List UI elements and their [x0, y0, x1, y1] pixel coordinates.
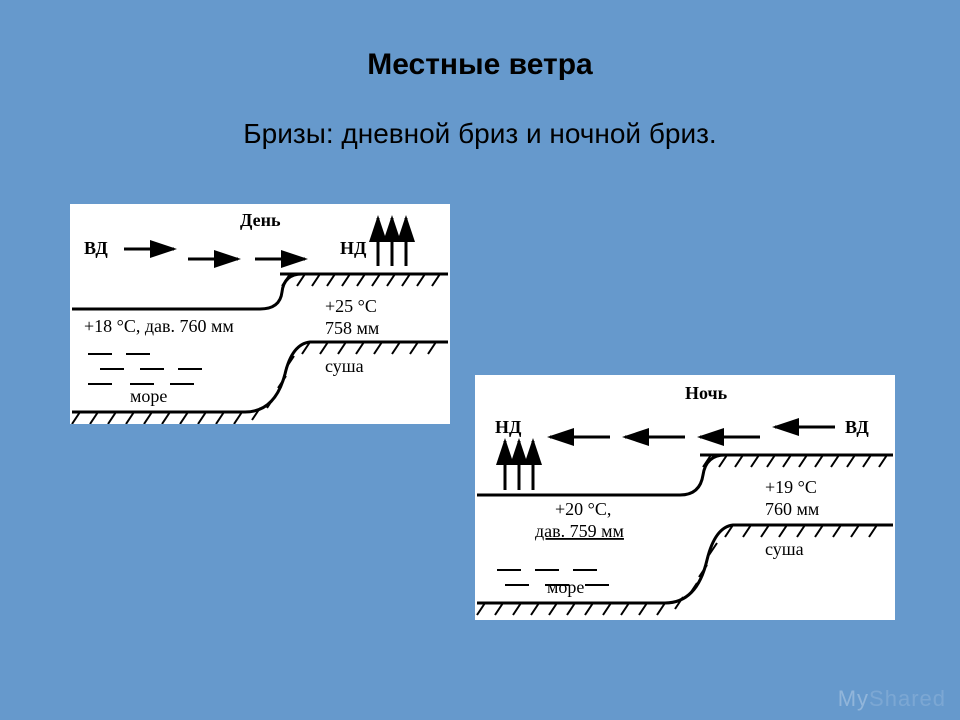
night-caption: Ночь	[685, 383, 728, 403]
slide-title: Местные ветра	[0, 48, 960, 82]
day-sea-label: море	[130, 386, 167, 406]
day-high-pressure-label: ВД	[84, 238, 108, 258]
watermark: MyShared	[838, 686, 946, 712]
night-high-pressure-label: ВД	[845, 417, 869, 437]
night-wind-arrows	[550, 427, 835, 437]
night-land-label: суша	[765, 539, 804, 559]
diagram-night-breeze: Ночь НД ВД	[475, 375, 895, 620]
day-terrain	[72, 274, 448, 424]
day-land-label: суша	[325, 356, 364, 376]
night-sea-temp: +20 °C,	[555, 499, 611, 519]
day-land-temp: +25 °C	[325, 296, 377, 316]
night-sea-press: дав. 759 мм	[535, 521, 624, 541]
day-land-press: 758 мм	[325, 318, 379, 338]
watermark-shared: Shared	[869, 686, 946, 711]
day-sea-temp: +18 °C, дав. 760 мм	[84, 316, 234, 336]
diagram-day-breeze: День ВД НД	[70, 204, 450, 424]
day-low-pressure-label: НД	[340, 238, 367, 258]
watermark-my: My	[838, 686, 869, 711]
slide-subtitle: Бризы: дневной бриз и ночной бриз.	[0, 118, 960, 150]
day-rising-air-arrows	[378, 218, 406, 266]
day-caption: День	[240, 210, 281, 230]
day-wind-arrows	[124, 249, 305, 259]
slide-root: Местные ветра Бризы: дневной бриз и ночн…	[0, 0, 960, 720]
night-sea-label: море	[547, 577, 584, 597]
night-low-pressure-label: НД	[495, 417, 522, 437]
night-rising-air-arrows	[505, 441, 533, 490]
night-land-press: 760 мм	[765, 499, 819, 519]
night-land-temp: +19 °C	[765, 477, 817, 497]
